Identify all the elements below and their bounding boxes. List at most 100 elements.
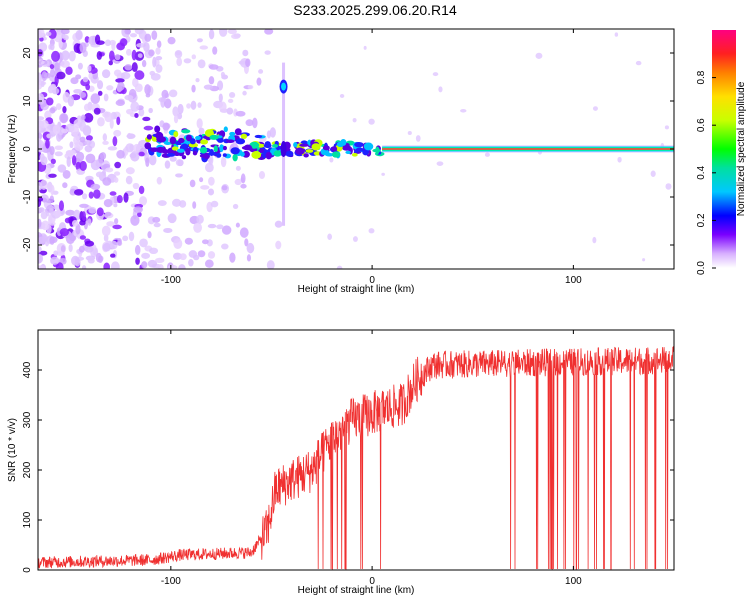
spectrogram-signal-mark bbox=[240, 151, 245, 157]
spectrogram-noise-mark bbox=[51, 50, 60, 62]
spectrogram-noise-mark bbox=[229, 252, 236, 263]
spectrogram-noise-mark bbox=[78, 91, 87, 99]
spectrogram-signal-mark bbox=[251, 150, 262, 159]
spectrogram-noise-mark bbox=[155, 64, 163, 73]
spectrogram-noise-mark bbox=[232, 203, 239, 210]
spectrogram-noise-mark bbox=[103, 198, 113, 208]
spectrogram-noise-mark bbox=[195, 77, 200, 83]
spectrogram-signal-mark bbox=[372, 148, 381, 153]
spectrogram-noise-mark bbox=[592, 236, 597, 244]
spectrogram-y-tick-label: -10 bbox=[22, 189, 33, 204]
spectrogram-noise-mark bbox=[47, 214, 53, 226]
spectrogram-noise-mark bbox=[368, 118, 375, 125]
spectrogram-noise-mark bbox=[50, 184, 55, 196]
spectrogram-noise-mark bbox=[55, 208, 62, 218]
spectrogram-noise-mark bbox=[218, 101, 227, 113]
snr-plot-area bbox=[38, 330, 674, 570]
spectrogram-noise-mark bbox=[105, 167, 114, 173]
spectrogram-noise-mark bbox=[90, 183, 101, 190]
spectrogram-noise-mark bbox=[49, 236, 55, 245]
spectrogram-noise-mark bbox=[415, 135, 421, 142]
spectrogram-signal-mark bbox=[354, 142, 364, 148]
spectrogram-noise-mark bbox=[275, 240, 282, 250]
spectrogram-noise-mark bbox=[133, 206, 143, 213]
spectrogram-noise-mark bbox=[210, 200, 219, 208]
spectrogram-signal-mark bbox=[195, 135, 201, 140]
spectrogram-y-tick-label: 10 bbox=[22, 95, 33, 107]
spectrogram-noise-mark bbox=[183, 58, 192, 64]
spectrogram-noise-mark bbox=[246, 242, 255, 254]
spectrogram-noise-mark bbox=[258, 69, 264, 74]
spectrogram-noise-mark bbox=[45, 139, 50, 149]
spectrogram-noise-mark bbox=[70, 77, 79, 85]
spectrogram-spike-base bbox=[280, 141, 287, 157]
spectrogram-signal-mark bbox=[351, 152, 358, 157]
spectrogram-noise-mark bbox=[115, 99, 125, 106]
spectrogram-noise-mark bbox=[218, 93, 223, 103]
spectrogram-noise-mark bbox=[78, 245, 85, 253]
spectrogram-noise-mark bbox=[381, 172, 385, 176]
spectrogram-noise-mark bbox=[102, 140, 109, 145]
spectrogram-signal-mark bbox=[199, 146, 208, 154]
spectrogram-noise-mark bbox=[175, 51, 182, 56]
spectrogram-noise-mark bbox=[188, 250, 198, 258]
spectrogram-noise-mark bbox=[49, 64, 55, 70]
spectrogram-noise-mark bbox=[266, 260, 275, 269]
spectrogram-noise-mark bbox=[106, 221, 115, 227]
spectrogram-noise-mark bbox=[665, 183, 672, 190]
spectrogram-noise-mark bbox=[196, 38, 203, 43]
spectrogram-noise-mark bbox=[220, 156, 227, 168]
spectrogram-noise-mark bbox=[97, 90, 103, 96]
spectrogram-noise-mark bbox=[73, 88, 82, 94]
spectrogram-noise-mark bbox=[88, 72, 93, 80]
spectrogram-noise-mark bbox=[240, 183, 247, 189]
spectrogram-noise-mark bbox=[113, 69, 122, 77]
spectrogram-noise-mark bbox=[239, 227, 249, 238]
spectrogram-noise-mark bbox=[124, 29, 131, 35]
spectrogram-signal-mark bbox=[265, 151, 273, 160]
chart-title: S233.2025.299.06.20.R14 bbox=[293, 2, 457, 18]
spectrogram-noise-mark bbox=[84, 139, 92, 146]
spectrogram-noise-mark bbox=[129, 33, 138, 38]
spectrogram-signal-mark bbox=[263, 143, 272, 149]
spectrogram-noise-mark bbox=[102, 112, 111, 118]
spectrogram-noise-mark bbox=[90, 93, 101, 104]
spectrogram-noise-mark bbox=[122, 235, 129, 242]
spectrogram-noise-mark bbox=[143, 42, 150, 52]
spectrogram-noise-mark bbox=[87, 65, 92, 72]
spectrogram-noise-mark bbox=[197, 59, 206, 69]
spectrogram-signal-mark bbox=[243, 144, 252, 151]
spectrogram-noise-mark bbox=[73, 189, 84, 196]
spectrogram-noise-mark bbox=[200, 185, 210, 190]
spectrogram-noise-mark bbox=[128, 231, 135, 242]
spectrogram-noise-mark bbox=[190, 100, 197, 110]
spectrogram-noise-mark bbox=[153, 222, 161, 228]
spectrogram-noise-mark bbox=[41, 220, 50, 231]
spectrogram-signal-mark bbox=[156, 136, 167, 143]
spectrogram-y-tick-label: 20 bbox=[22, 47, 33, 59]
spectrogram-noise-mark bbox=[134, 244, 141, 255]
spectrogram-noise-mark bbox=[62, 106, 67, 114]
spectrogram-noise-mark bbox=[106, 85, 114, 91]
spectrogram-noise-mark bbox=[62, 169, 71, 179]
spectrogram-signal-mark bbox=[207, 151, 217, 156]
spectrogram-noise-mark bbox=[199, 45, 209, 50]
spectrogram-noise-mark bbox=[120, 71, 131, 80]
spectrogram-signal-mark bbox=[271, 144, 279, 148]
spectrogram-noise-mark bbox=[147, 231, 152, 239]
spectrogram-noise-mark bbox=[235, 222, 240, 228]
spectrogram-noise-mark bbox=[207, 251, 216, 259]
spectrogram-noise-mark bbox=[256, 77, 262, 86]
spectrogram-noise-mark bbox=[163, 227, 173, 233]
spectrogram-noise-mark bbox=[207, 156, 213, 164]
spectrogram-noise-mark bbox=[114, 54, 121, 61]
spectrogram-noise-mark bbox=[38, 93, 45, 103]
spectrogram-noise-mark bbox=[191, 54, 197, 60]
spectrogram-noise-mark bbox=[38, 207, 45, 213]
spectrogram-noise-mark bbox=[39, 119, 49, 129]
spectrogram-noise-mark bbox=[152, 216, 161, 223]
spectrogram-noise-mark bbox=[49, 107, 56, 114]
spectrogram-noise-mark bbox=[167, 213, 177, 224]
spectrogram-noise-mark bbox=[535, 52, 543, 59]
